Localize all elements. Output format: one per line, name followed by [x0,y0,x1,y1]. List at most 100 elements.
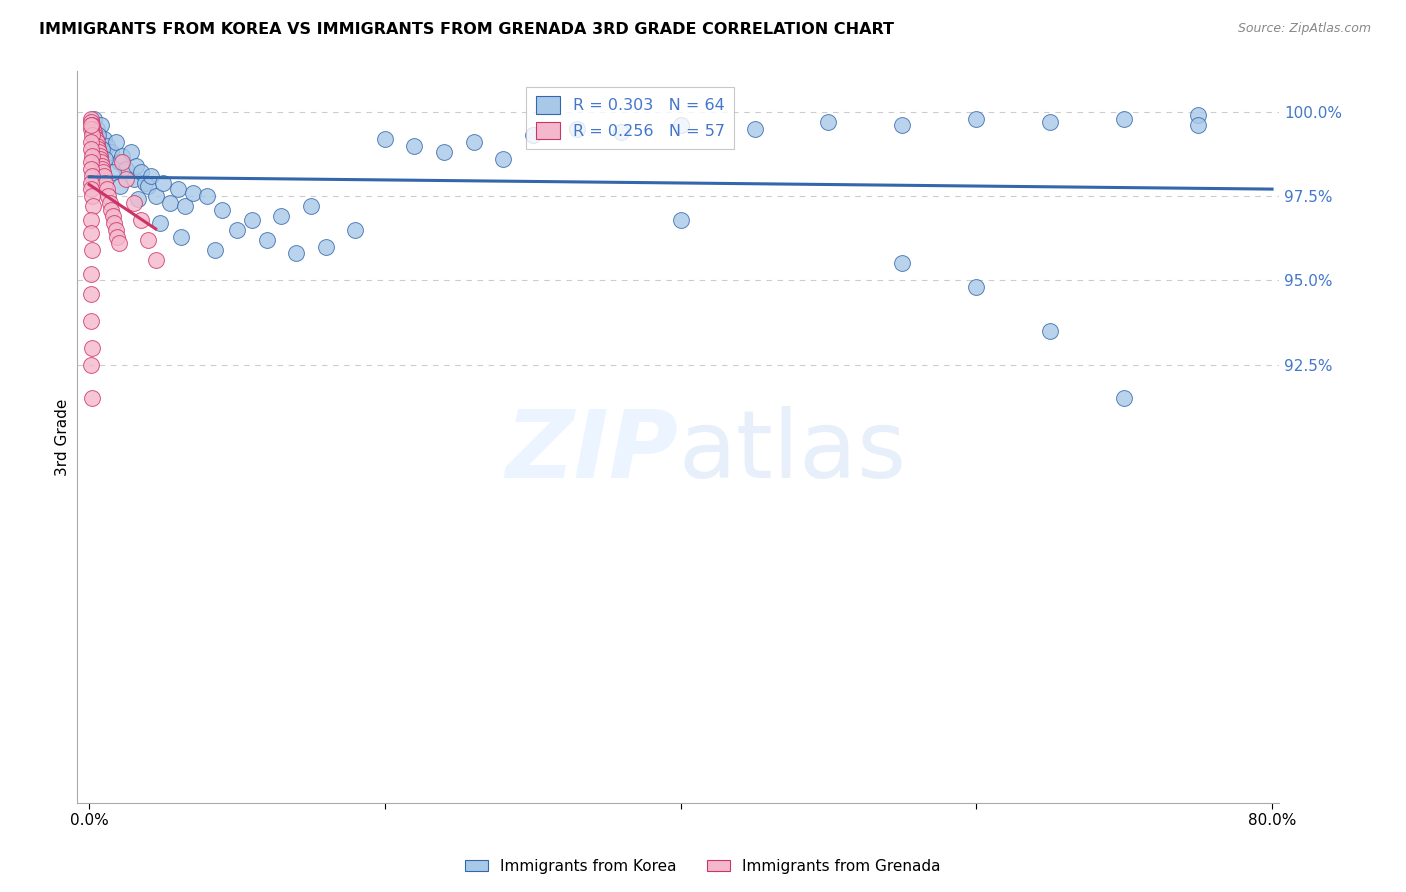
Point [79,267,101,281]
Point [87,145,110,160]
Point [94,152,117,166]
Point [82,169,104,183]
Point [197,189,219,203]
Point [90,118,112,132]
Point [344,223,367,237]
Point [136,178,159,193]
Point [965,112,987,126]
Point [1114,112,1136,126]
Point [122,172,145,186]
Point [107,155,129,169]
Text: atlas: atlas [679,406,907,498]
Point [86,135,108,149]
Point [211,202,233,217]
Point [145,189,167,203]
Point [91,142,114,156]
Point [111,148,134,162]
Point [84,132,107,146]
Point [152,176,174,190]
Point [125,159,148,173]
Point [256,233,278,247]
Point [145,253,167,268]
Point [610,125,633,139]
Point [1187,108,1209,122]
Legend: R = 0.303   N = 64, R = 0.256   N = 57: R = 0.303 N = 64, R = 0.256 N = 57 [526,87,734,149]
Point [115,162,138,177]
Point [669,212,692,227]
Point [101,165,124,179]
Point [817,115,839,129]
Point [80,162,103,177]
Legend: Immigrants from Korea, Immigrants from Grenada: Immigrants from Korea, Immigrants from G… [458,853,948,880]
Point [565,121,588,136]
Point [167,182,190,196]
Point [80,135,103,149]
Y-axis label: 3rd Grade: 3rd Grade [55,399,70,475]
Point [181,186,204,200]
Point [174,199,197,213]
Point [120,145,142,160]
Point [82,199,104,213]
Point [79,118,101,132]
Point [80,358,103,372]
Point [82,341,104,355]
Point [404,138,426,153]
Point [97,189,120,203]
Text: ZIP: ZIP [506,406,679,498]
Point [79,212,101,227]
Point [90,159,112,173]
Point [433,145,456,160]
Point [270,209,292,223]
Point [83,112,105,126]
Point [82,121,104,136]
Point [86,138,108,153]
Point [141,169,163,183]
Point [129,212,152,227]
Point [89,148,111,162]
Point [98,195,121,210]
Point [492,152,515,166]
Point [115,172,138,186]
Point [79,112,101,126]
Point [127,193,149,207]
Point [891,256,914,270]
Point [87,142,110,156]
Point [463,135,485,149]
Point [891,118,914,132]
Point [522,128,544,143]
Point [107,236,129,251]
Point [80,226,103,240]
Point [122,195,145,210]
Point [374,132,396,146]
Point [93,169,115,183]
Point [79,176,101,190]
Point [204,243,226,257]
Point [83,125,105,139]
Text: IMMIGRANTS FROM KOREA VS IMMIGRANTS FROM GRENADA 3RD GRADE CORRELATION CHART: IMMIGRANTS FROM KOREA VS IMMIGRANTS FROM… [39,22,894,37]
Point [101,209,124,223]
Point [87,128,110,143]
Point [100,202,122,217]
Point [136,233,159,247]
Point [315,239,337,253]
Point [90,155,112,169]
Point [108,178,131,193]
Point [82,243,104,257]
Point [82,392,104,406]
Point [82,148,104,162]
Point [285,246,308,260]
Point [1039,324,1062,338]
Point [240,212,263,227]
Point [104,135,127,149]
Point [96,182,118,196]
Point [86,121,108,136]
Point [91,165,114,179]
Point [83,128,105,143]
Point [80,115,103,129]
Point [79,121,101,136]
Point [669,118,692,132]
Point [129,165,152,179]
Point [104,223,127,237]
Point [84,132,107,146]
Point [1187,118,1209,132]
